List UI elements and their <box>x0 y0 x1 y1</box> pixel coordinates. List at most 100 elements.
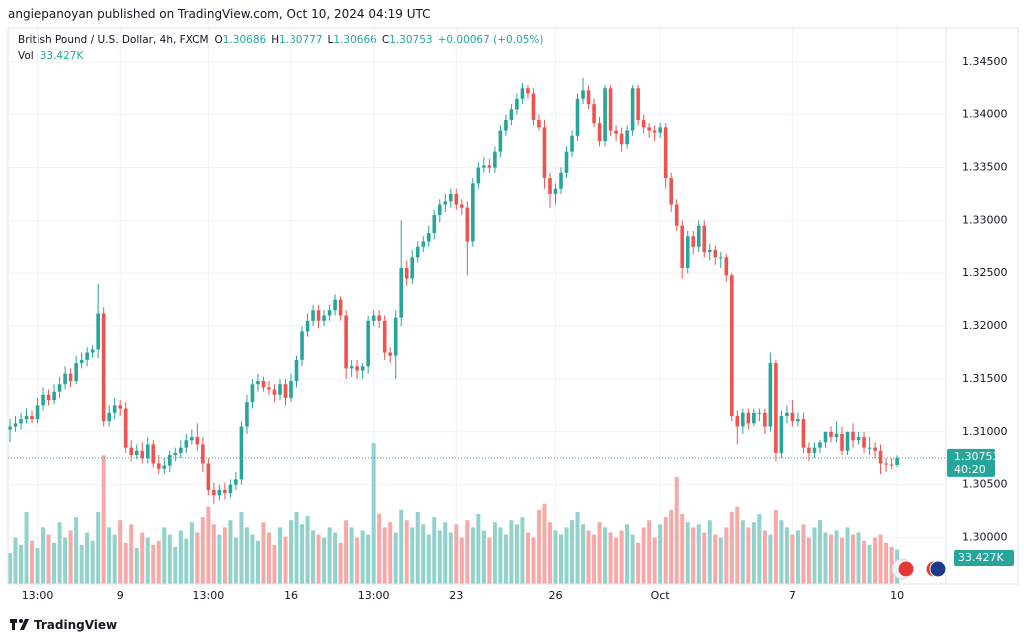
candle-body <box>564 151 569 173</box>
candle-body <box>807 447 811 453</box>
volume-bar <box>289 520 294 584</box>
flag-icon <box>929 560 947 578</box>
symbol-legend: British Pound / U.S. Dollar, 4h, FXCM O1.… <box>18 34 548 46</box>
axes: 1.30000 1.30500 1.31000 1.31500 1.32000 1.325… <box>7 27 1019 602</box>
volume-bar <box>454 524 459 584</box>
candle-body <box>713 249 718 258</box>
price-tag-value: 1.30753 <box>954 450 1000 463</box>
volume-bar <box>13 537 18 584</box>
candle-body <box>13 423 18 427</box>
volume-bar <box>388 522 393 584</box>
volume-bar <box>393 532 398 584</box>
volume-bar <box>536 509 541 584</box>
volume-bar <box>707 520 712 584</box>
candle-body <box>96 313 100 350</box>
volume-bar <box>162 527 167 584</box>
candle-body <box>432 215 437 234</box>
candle-body <box>344 315 348 369</box>
candle-body <box>223 489 227 494</box>
candle-body <box>630 88 635 131</box>
candle-body <box>867 447 872 449</box>
volume-bar <box>751 522 756 584</box>
volume-tag-value: 33.427K <box>958 551 1004 564</box>
candle-body <box>245 402 249 427</box>
candle-body <box>63 373 67 385</box>
volume-bar <box>277 527 282 584</box>
volume-bar <box>228 520 233 584</box>
candle-body <box>443 201 448 205</box>
candle-body <box>592 104 596 124</box>
volume-bar <box>123 542 128 584</box>
volume-bar <box>96 511 101 584</box>
volume-bar <box>266 532 271 584</box>
volume-bar <box>250 534 255 584</box>
candle-body <box>283 384 288 398</box>
volume-bar <box>217 534 222 584</box>
volume-bar <box>448 532 453 584</box>
volume-bar <box>41 527 46 584</box>
candle-body <box>774 363 778 453</box>
volume-bar <box>432 517 437 584</box>
volume-bar <box>862 540 867 584</box>
candle-body <box>239 426 244 480</box>
volume-bar <box>492 522 497 584</box>
candle-body <box>404 267 409 279</box>
volume-bar <box>399 509 404 584</box>
candle-body <box>151 444 156 464</box>
candle-body <box>531 93 536 120</box>
ohlc-value: 1.30777 <box>279 34 323 46</box>
volume-bars <box>8 442 900 584</box>
volume-bar <box>470 527 475 584</box>
candle-body <box>465 207 470 242</box>
candle-body <box>801 419 806 448</box>
volume-bar <box>316 534 321 584</box>
y-tick-label: 1.33000 <box>962 213 1008 226</box>
candle-body <box>206 463 211 490</box>
candle-body <box>553 188 558 194</box>
volume-bar <box>57 522 62 584</box>
candle-body <box>256 381 260 385</box>
volume-bar <box>211 524 216 584</box>
x-tick-label: 9 <box>117 589 124 602</box>
candle-body <box>41 394 45 406</box>
volume-bar <box>603 527 608 584</box>
candle-body <box>355 366 359 371</box>
candle-body <box>718 257 723 259</box>
x-tick-label: Oct <box>651 589 671 602</box>
candle-body <box>614 130 618 134</box>
volume-bar <box>823 532 828 584</box>
volume-bar <box>371 442 376 584</box>
candle-body <box>162 465 167 469</box>
price-tag <box>947 448 995 477</box>
candle-body <box>845 431 850 451</box>
candle-body <box>526 88 530 94</box>
x-tick-label: 10 <box>890 589 904 602</box>
volume-bar <box>740 520 745 584</box>
volume-bar <box>784 527 789 584</box>
candle-body <box>752 412 756 424</box>
x-tick-label: 13:00 <box>22 589 54 602</box>
candle-body <box>8 426 12 430</box>
volume-bar <box>311 530 316 584</box>
candle-body <box>680 225 685 268</box>
candle-body <box>30 415 34 420</box>
candle-body <box>746 412 751 424</box>
candle-body <box>597 123 602 142</box>
candle-body <box>300 331 304 360</box>
candle-body <box>840 433 844 451</box>
volume-bar <box>619 530 624 584</box>
candle-body <box>57 384 62 392</box>
volume-bar <box>873 537 878 584</box>
volume-bar <box>542 503 547 584</box>
volume-bar <box>840 537 845 584</box>
volume-bar <box>112 534 117 584</box>
candle-body <box>796 419 800 422</box>
volume-bar <box>614 537 619 584</box>
y-tick-label: 1.34500 <box>962 55 1008 68</box>
candle-body <box>129 447 134 456</box>
volume-bar <box>118 520 123 584</box>
candle-body <box>790 412 795 422</box>
volume-bar <box>685 522 690 584</box>
volume-bar <box>366 534 371 584</box>
volume-bar <box>68 530 73 584</box>
